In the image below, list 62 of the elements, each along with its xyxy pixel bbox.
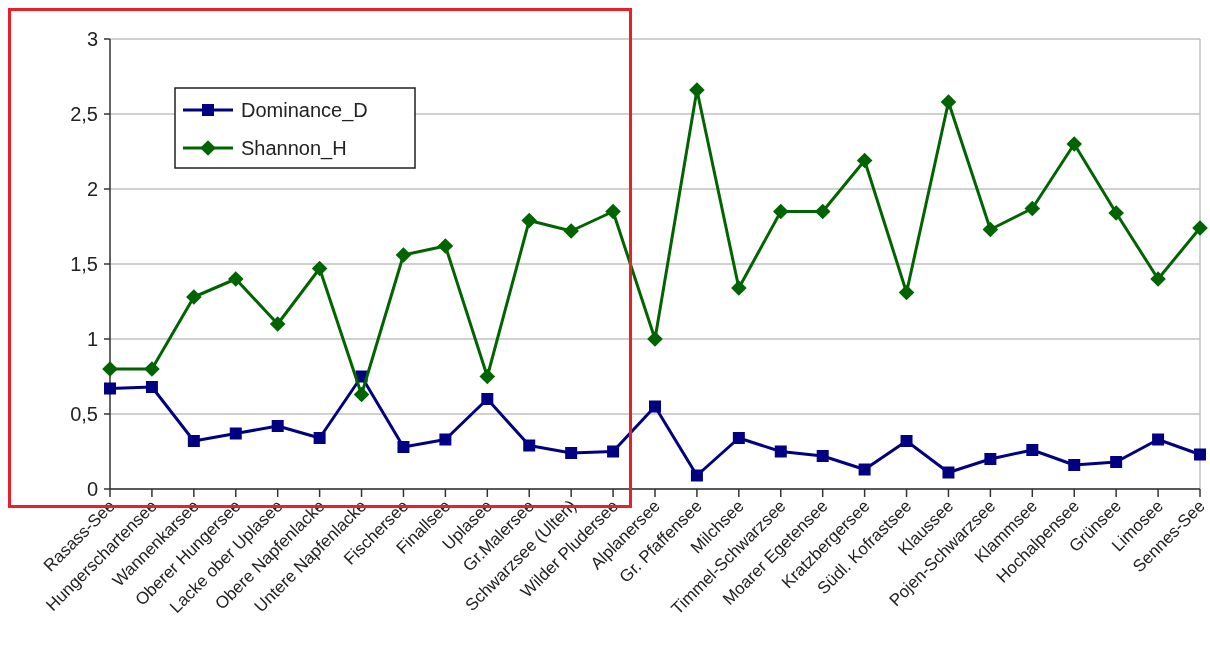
point xyxy=(856,152,873,169)
point xyxy=(731,280,747,296)
point xyxy=(940,94,957,110)
point xyxy=(1024,200,1041,217)
point xyxy=(1066,136,1083,152)
point xyxy=(605,203,621,220)
point xyxy=(269,316,286,332)
point xyxy=(690,469,703,482)
point xyxy=(732,432,745,444)
point xyxy=(1192,220,1208,236)
y-tick-label: 1 xyxy=(86,328,98,350)
y-tick-label: 0 xyxy=(86,478,98,500)
y-tick-label: 2 xyxy=(86,178,98,200)
point xyxy=(649,400,661,413)
point xyxy=(313,432,326,444)
point xyxy=(439,433,452,446)
point xyxy=(271,420,284,432)
point xyxy=(144,361,160,377)
y-tick-label: 2,5 xyxy=(70,103,98,125)
point xyxy=(1150,271,1166,287)
point xyxy=(397,441,410,453)
point xyxy=(1108,205,1124,221)
point xyxy=(898,284,915,301)
point xyxy=(982,221,999,238)
point xyxy=(311,260,328,277)
point xyxy=(858,463,871,476)
point xyxy=(521,212,538,229)
point xyxy=(479,368,496,385)
point xyxy=(900,435,913,447)
point xyxy=(229,427,242,440)
y-tick-label: 1,5 xyxy=(70,253,98,275)
point xyxy=(186,289,202,305)
y-tick-label: 3 xyxy=(86,28,98,50)
point xyxy=(523,439,536,452)
point xyxy=(102,361,118,377)
point xyxy=(942,466,955,479)
point xyxy=(563,223,579,239)
point xyxy=(1068,459,1081,471)
point xyxy=(984,453,997,465)
point xyxy=(816,450,829,462)
point xyxy=(689,82,705,98)
point xyxy=(395,247,412,263)
point xyxy=(145,381,158,393)
y-tick-label: 0,5 xyxy=(70,403,98,425)
point xyxy=(104,382,116,395)
point xyxy=(353,386,370,403)
point xyxy=(772,203,789,220)
point xyxy=(1152,433,1165,446)
legend-label: Dominance_D xyxy=(241,99,368,122)
point xyxy=(481,393,494,405)
point xyxy=(437,238,454,254)
point xyxy=(1110,456,1123,468)
point xyxy=(1194,448,1206,461)
point xyxy=(565,447,578,459)
point xyxy=(187,435,200,447)
point xyxy=(647,331,663,347)
point xyxy=(227,271,244,287)
point xyxy=(607,445,620,458)
point xyxy=(774,445,787,458)
point xyxy=(1026,444,1039,456)
point xyxy=(814,203,831,220)
legend-label: Shannon_H xyxy=(241,137,347,160)
